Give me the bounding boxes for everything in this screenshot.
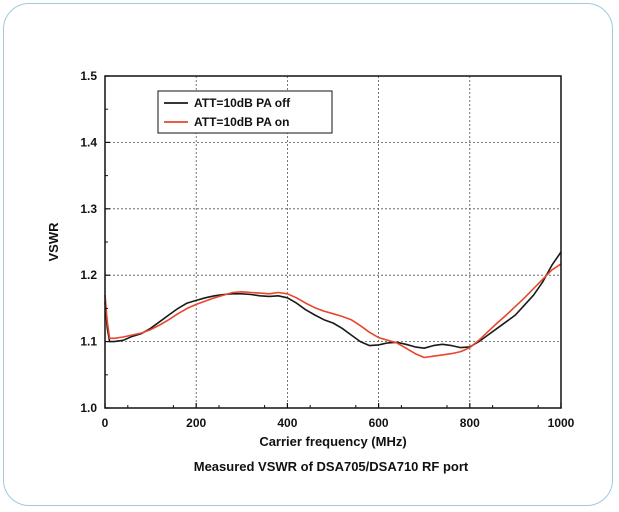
legend-box — [157, 90, 333, 134]
y-tick-label: 1.5 — [80, 69, 97, 83]
series-lines — [104, 251, 562, 359]
chart-caption: Measured VSWR of DSA705/DSA710 RF port — [194, 459, 469, 474]
x-tick-label: 400 — [277, 416, 297, 430]
legend-label-pa-on: ATT=10dB PA on — [194, 115, 289, 129]
x-tick-label: 800 — [460, 416, 480, 430]
y-axis-label: VSWR — [46, 222, 61, 262]
y-tick-label: 1.1 — [80, 335, 97, 349]
x-tick-label: 600 — [369, 416, 389, 430]
series-line-1 — [104, 263, 562, 359]
legend-label-pa-off: ATT=10dB PA off — [194, 96, 291, 110]
legend: ATT=10dB PA off ATT=10dB PA on — [157, 90, 333, 134]
axis-ticks: 1.0 1.1 1.2 1.3 1.4 1.5 0 200 400 600 800 1000 — [80, 69, 574, 430]
x-tick-label: 200 — [186, 416, 206, 430]
y-tick-label: 1.0 — [80, 401, 97, 415]
y-tick-label: 1.4 — [80, 135, 97, 149]
x-tick-label: 0 — [102, 416, 109, 430]
y-tick-label: 1.3 — [80, 202, 97, 216]
y-tick-label: 1.2 — [80, 268, 97, 282]
grid — [105, 76, 561, 408]
series-line-0 — [104, 251, 562, 350]
x-tick-label: 1000 — [548, 416, 575, 430]
x-axis-label: Carrier frequency (MHz) — [259, 434, 406, 449]
